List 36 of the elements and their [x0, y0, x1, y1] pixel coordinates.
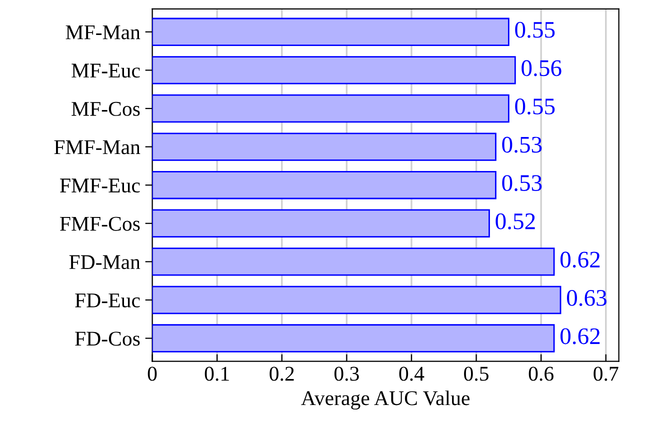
bar	[152, 18, 510, 46]
x-tick-label: 0	[148, 366, 157, 381]
x-tick-label: 0.7	[594, 366, 618, 381]
x-tick-label: 0.2	[270, 366, 294, 381]
x-tick-label: 0.3	[334, 366, 359, 381]
bar	[152, 248, 555, 276]
bar	[152, 209, 490, 238]
x-tick-label: 0.1	[204, 366, 229, 381]
bar	[152, 286, 562, 314]
data-label: 0.62	[560, 328, 600, 344]
data-label: 0.53	[502, 175, 542, 192]
bar	[152, 132, 496, 161]
y-tick-label: MF-Man	[66, 25, 140, 40]
x-axis-title: Average AUC Value	[301, 390, 470, 410]
data-label: 0.63	[566, 290, 606, 306]
y-tick-label: FMF-Cos	[60, 216, 140, 231]
y-tick-label: FD-Euc	[75, 294, 140, 308]
bar	[152, 94, 510, 123]
y-tick-label: FMF-Man	[54, 140, 140, 154]
y-tick-label: MF-Euc	[72, 64, 140, 78]
data-label: 0.56	[522, 60, 562, 76]
bar	[152, 56, 516, 84]
y-tick-label: FMF-Euc	[60, 178, 140, 193]
y-tick-label: FD-Cos	[75, 332, 140, 346]
y-tick-label: FD-Man	[69, 255, 140, 270]
data-label: 0.55	[515, 98, 555, 115]
x-tick-label: 0.5	[464, 366, 488, 381]
x-tick-label: 0.6	[528, 366, 554, 381]
data-label: 0.55	[515, 22, 555, 38]
data-label: 0.52	[496, 213, 535, 230]
x-tick-label: 0.4	[399, 366, 424, 381]
y-tick-label: MF-Cos	[72, 102, 140, 116]
bar	[152, 170, 496, 200]
bar	[152, 324, 555, 352]
data-label: 0.53	[502, 136, 542, 153]
data-label: 0.62	[560, 252, 600, 268]
